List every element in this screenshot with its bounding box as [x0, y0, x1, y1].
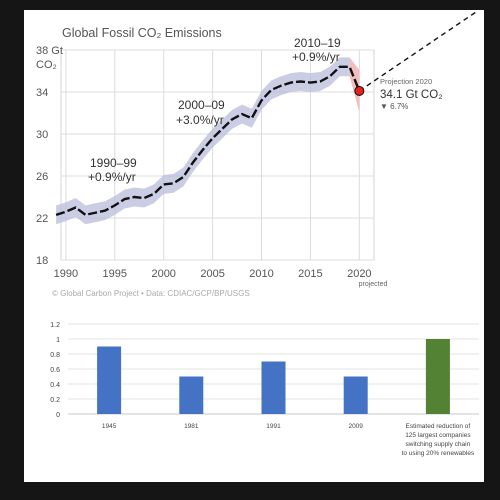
projection-extension-line	[358, 11, 477, 92]
x-tick-label: 2015	[298, 268, 322, 280]
bar-y-tick-label: 0.8	[50, 352, 60, 359]
bar-category-label: Estimated reduction of 125 largest compan…	[402, 423, 475, 457]
reduction-bar-chart: 0 0.2 0.4 0.6 0.8 1 1.2 1945 1981 1991 2009 Estima…	[50, 322, 479, 457]
projection-2020-point	[354, 85, 365, 96]
x-tick-label: 2010	[249, 268, 273, 280]
y-tick-label: 18	[36, 255, 48, 267]
bar-category-label: 1991	[266, 423, 281, 430]
bar-y-tick-label: 0	[56, 412, 60, 419]
y-tick-label: 22	[36, 213, 48, 225]
bar	[97, 346, 122, 414]
y-tick-label: 30	[36, 129, 48, 141]
projection-label: Projection 2020	[380, 77, 432, 86]
chart-title: Global Fossil CO₂ Emissions	[62, 26, 222, 40]
bar-y-tick-label: 1	[56, 337, 60, 344]
bar-category-label: 2009	[348, 423, 363, 430]
uncertainty-band	[56, 57, 350, 225]
projection-change: ▼ 6.7%	[380, 102, 408, 111]
y-tick-label: 34	[36, 87, 48, 99]
annotation-2000s-period: 2000–09	[178, 98, 225, 112]
bar-category-label: 1945	[102, 423, 117, 430]
bar-y-tick-label: 0.2	[50, 397, 60, 404]
x-sub-label: projected	[359, 281, 388, 288]
y-unit-label: CO₂	[36, 59, 57, 71]
x-tick-label: 2000	[151, 268, 175, 280]
bar-y-tick-label: 0.6	[50, 367, 60, 374]
annotation-2010s-rate: +0.9%/yr	[292, 50, 340, 64]
bar	[425, 339, 450, 414]
annotation-2000s-rate: +3.0%/yr	[176, 113, 224, 127]
figure-panel: 38 Gt 34 30 26 22 18 1990 1995 2000 2005 2010 2015…	[24, 10, 484, 482]
x-tick-label: 2020	[347, 268, 371, 280]
bar-y-tick-label: 0.4	[50, 382, 60, 389]
y-tick-label: 26	[36, 171, 48, 183]
annotation-2010s-period: 2010–19	[294, 36, 341, 50]
annotation-1990s-period: 1990–99	[90, 156, 137, 170]
bar	[179, 376, 204, 414]
y-tick-label: 38 Gt	[36, 45, 63, 57]
bar	[261, 361, 286, 414]
x-tick-label: 2005	[200, 268, 224, 280]
annotation-1990s-rate: +0.9%/yr	[88, 170, 136, 184]
bar-y-tick-label: 1.2	[50, 322, 60, 329]
co2-emissions-chart: 38 Gt 34 30 26 22 18 1990 1995 2000 2005 2010 2015…	[36, 11, 477, 298]
bar-category-label: 1981	[184, 423, 199, 430]
x-tick-label: 1990	[54, 268, 78, 280]
chart-footer: © Global Carbon Project • Data: CDIAC/GC…	[52, 289, 250, 298]
emissions-line	[55, 65, 361, 217]
projection-value: 34.1 Gt CO₂	[380, 89, 443, 101]
bar	[343, 376, 368, 414]
x-tick-label: 1995	[103, 268, 127, 280]
